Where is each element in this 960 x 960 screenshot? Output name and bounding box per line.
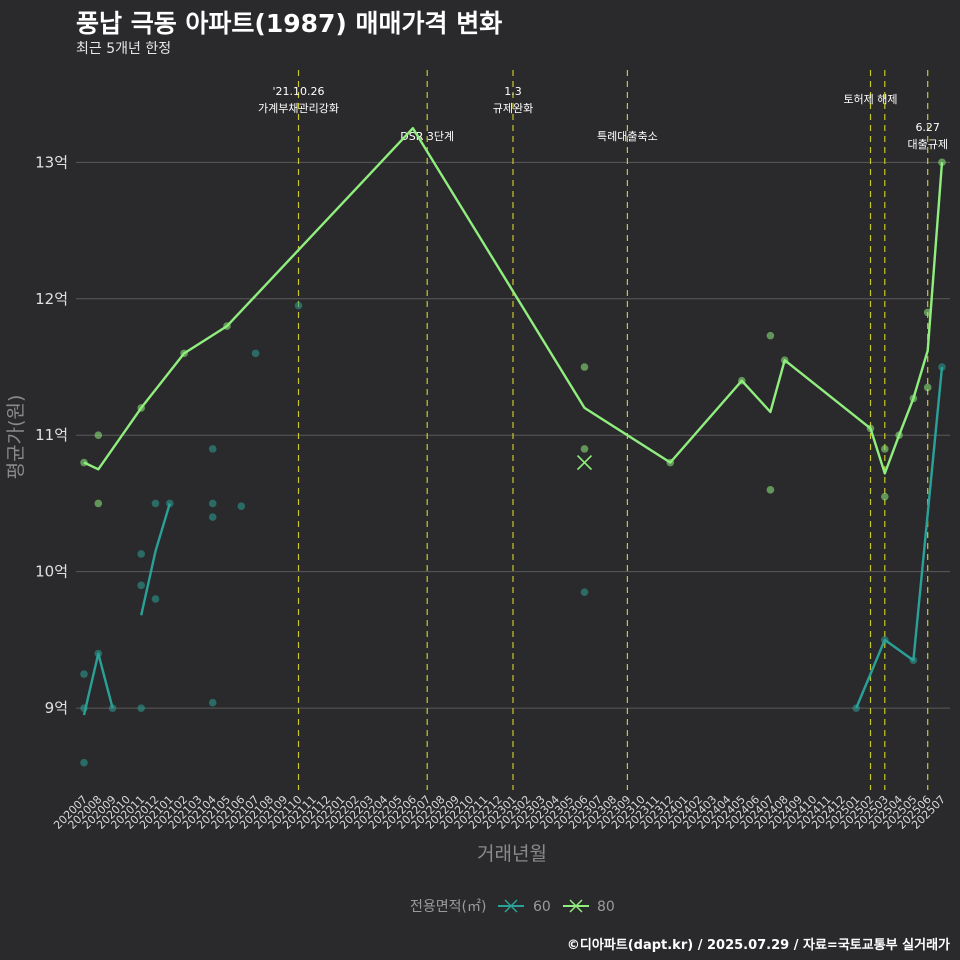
data-points bbox=[80, 158, 946, 767]
event-label: 가계부채관리강화 bbox=[258, 102, 339, 115]
data-point-80 bbox=[580, 363, 589, 371]
data-point-80 bbox=[94, 499, 103, 508]
data-point-60 bbox=[208, 513, 217, 521]
data-point-80 bbox=[881, 445, 889, 453]
data-point-60 bbox=[208, 499, 217, 508]
x-axis-ticks: 2020072020082020092020102020112020122021… bbox=[51, 793, 948, 832]
chart-subtitle: 최근 5개년 한정 bbox=[76, 41, 172, 57]
data-point-80 bbox=[866, 424, 875, 433]
data-point-80 bbox=[895, 431, 903, 440]
y-tick-label: 13억 bbox=[35, 153, 68, 171]
data-point-60 bbox=[137, 550, 145, 558]
data-point-80 bbox=[223, 322, 231, 330]
data-point-80 bbox=[766, 486, 775, 494]
event-label: 6.27 bbox=[915, 121, 940, 134]
event-label: 규제완화 bbox=[493, 102, 533, 115]
data-point-80 bbox=[180, 349, 188, 358]
series-line-60 bbox=[140, 503, 171, 616]
data-point-80 bbox=[94, 431, 103, 440]
data-point-60 bbox=[852, 704, 860, 712]
data-point-60 bbox=[909, 656, 918, 665]
series-line-80 bbox=[83, 126, 944, 475]
data-point-60 bbox=[580, 588, 589, 596]
data-point-80 bbox=[780, 356, 789, 364]
data-point-60 bbox=[237, 502, 246, 510]
event-label: 토허제 해제 bbox=[843, 92, 897, 106]
event-label: 특례대출축소 bbox=[597, 130, 658, 143]
data-point-80 bbox=[923, 383, 932, 392]
data-point-80 bbox=[666, 458, 675, 467]
source-caption: ©디아파트(dapt.kr) / 2025.07.29 / 자료=국토교통부 실… bbox=[566, 938, 950, 953]
data-point-60 bbox=[166, 499, 174, 508]
x-axis-title: 거래년월 bbox=[477, 843, 547, 865]
data-point-60 bbox=[208, 445, 217, 453]
cross-marker-80 bbox=[576, 454, 593, 471]
legend-label-80: 80 bbox=[597, 899, 615, 915]
data-point-60 bbox=[881, 636, 889, 644]
data-point-80 bbox=[766, 331, 775, 340]
data-point-60 bbox=[94, 649, 103, 658]
event-label: '21.10.26 bbox=[272, 85, 324, 98]
chart-title: 풍납 극동 아파트(1987) 매매가격 변화 bbox=[76, 9, 503, 38]
series-line-60 bbox=[855, 366, 944, 709]
series-line-60 bbox=[82, 652, 114, 716]
legend-item-60[interactable]: 60 bbox=[498, 899, 551, 915]
data-point-80 bbox=[580, 445, 589, 453]
data-point-80 bbox=[909, 394, 918, 403]
event-lines bbox=[297, 70, 929, 790]
legend-title: 전용면적(㎡) bbox=[410, 899, 486, 915]
data-point-60 bbox=[251, 349, 260, 358]
data-point-60 bbox=[151, 499, 160, 508]
data-point-80 bbox=[938, 158, 946, 167]
event-label: DSR 3단계 bbox=[400, 130, 454, 143]
y-tick-label: 10억 bbox=[35, 563, 68, 581]
data-point-60 bbox=[80, 670, 88, 678]
y-tick-label: 11억 bbox=[35, 426, 68, 444]
data-point-60 bbox=[80, 758, 88, 767]
event-label: 대출규제 bbox=[907, 138, 947, 151]
legend-label-60: 60 bbox=[533, 899, 551, 915]
data-point-60 bbox=[137, 704, 145, 712]
data-point-60 bbox=[294, 301, 303, 310]
data-point-80 bbox=[80, 458, 88, 467]
data-point-60 bbox=[208, 698, 217, 707]
data-point-80 bbox=[137, 404, 145, 412]
data-point-60 bbox=[137, 581, 145, 590]
legend-item-80[interactable]: 80 bbox=[563, 899, 615, 915]
data-point-80 bbox=[923, 308, 932, 317]
data-point-80 bbox=[881, 492, 889, 501]
y-axis-title: 평균가(원) bbox=[5, 395, 27, 480]
y-tick-label: 12억 bbox=[35, 290, 68, 308]
y-axis-ticks: 9억 10억 11억 12억 13억 bbox=[35, 153, 68, 717]
data-point-60 bbox=[938, 363, 946, 371]
data-point-60 bbox=[151, 595, 160, 603]
y-tick-label: 9억 bbox=[45, 699, 68, 717]
event-label: 1.3 bbox=[504, 85, 522, 98]
legend: 전용면적(㎡) 60 80 bbox=[410, 899, 615, 915]
data-point-60 bbox=[108, 704, 117, 712]
data-point-80 bbox=[738, 376, 746, 385]
data-point-60 bbox=[80, 704, 88, 712]
